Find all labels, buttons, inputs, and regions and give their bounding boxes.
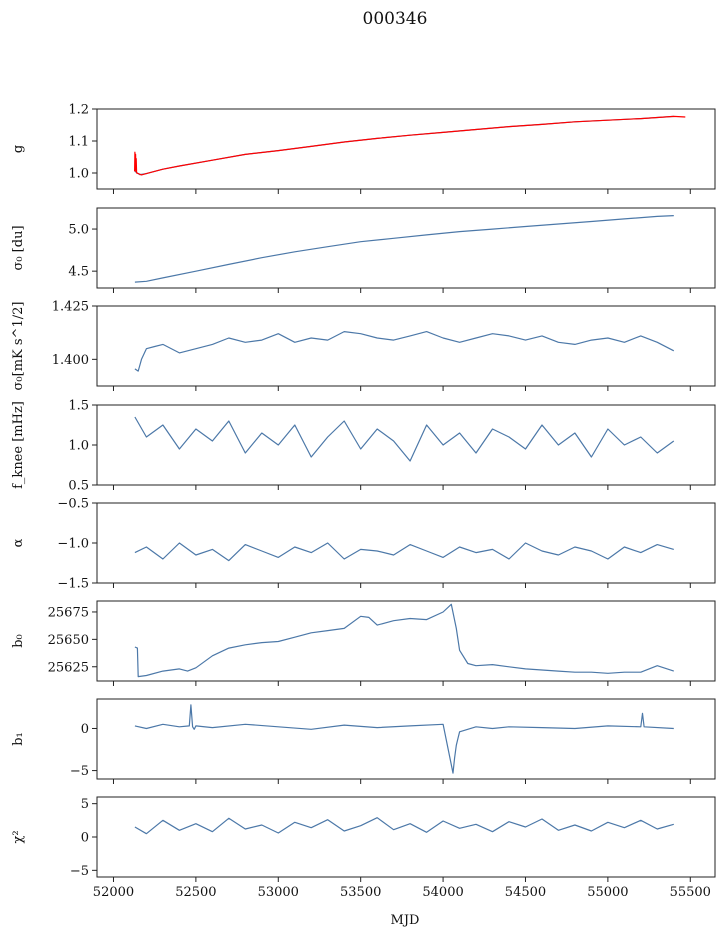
panel-8-series-1 <box>134 817 674 835</box>
panel-1-series-2 <box>134 115 686 176</box>
panel-3-series-1 <box>134 331 675 372</box>
panel-4-y-label: f_knee [mHz] <box>11 401 26 489</box>
x-tick-label: 52000 <box>93 885 134 900</box>
y-tick-label: −1.0 <box>57 537 89 552</box>
y-tick-label: 1.400 <box>52 353 89 368</box>
panel-6-frame <box>96 600 716 682</box>
x-tick-label: 55500 <box>670 885 711 900</box>
y-tick-label: −5 <box>70 764 89 779</box>
panel-6: 25625 25650 25675 b₀ <box>11 600 716 686</box>
y-tick-label: 5.0 <box>68 223 89 238</box>
x-tick-label: 53000 <box>258 885 299 900</box>
x-tick-label: 53500 <box>340 885 381 900</box>
panel-8: −5 0 5 52000 52500 53000 53500 54000 54500 55000 5… <box>11 796 716 900</box>
figure-title: 000346 <box>363 9 428 29</box>
panel-2: 4.5 5.0 σ₀ [du] <box>11 207 716 293</box>
panel-4-series-1 <box>134 416 675 462</box>
panel-3: 1.400 1.425 σ₀[mK s^1/2] <box>11 300 716 391</box>
panel-3-y-label: σ₀[mK s^1/2] <box>11 302 26 391</box>
panel-7: −5 0 b₁ <box>11 698 716 784</box>
y-tick-label: 25675 <box>48 605 89 620</box>
panel-7-frame <box>96 698 716 780</box>
y-tick-label: 4.5 <box>68 265 89 280</box>
panel-1-series-1 <box>134 115 674 176</box>
panel-5-frame <box>96 502 716 584</box>
panel-6-y-label: b₀ <box>11 634 26 648</box>
x-tick-label: 52500 <box>175 885 216 900</box>
x-tick-label: 55000 <box>587 885 628 900</box>
y-tick-label: 1.425 <box>52 300 89 315</box>
y-tick-label: 1.2 <box>68 103 89 118</box>
panel-7-series-1 <box>134 704 674 774</box>
panel-8-frame <box>96 796 716 878</box>
y-tick-label: −0.5 <box>57 497 89 512</box>
y-tick-label: −1.5 <box>57 577 89 592</box>
panel-8-y-label: χ² <box>11 830 26 843</box>
panel-1-frame <box>96 108 716 190</box>
y-tick-label: 25650 <box>48 633 89 648</box>
y-tick-label: 1.0 <box>68 439 89 454</box>
y-tick-label: 0 <box>81 722 89 737</box>
panel-5: −1.5 −1.0 −0.5 α <box>11 497 716 592</box>
panel-6-series-1 <box>134 603 674 678</box>
y-tick-label: 5 <box>81 797 89 812</box>
panel-2-y-label: σ₀ [du] <box>11 225 26 270</box>
y-tick-label: 1.0 <box>68 167 89 182</box>
y-tick-label: 0.5 <box>68 479 89 494</box>
panel-5-series-1 <box>134 542 674 562</box>
y-tick-label: 25625 <box>48 660 89 675</box>
panels: 1.0 1.1 1.2 g 4.5 5.0 σ₀ [du] 1.400 1.425 σ₀[mK s… <box>11 103 716 900</box>
panel-3-frame <box>96 305 716 387</box>
y-tick-label: −5 <box>70 864 89 879</box>
panel-4-frame <box>96 404 716 486</box>
y-tick-label: 1.5 <box>68 399 89 414</box>
panel-1-y-label: g <box>11 145 26 153</box>
x-tick-label: 54500 <box>505 885 546 900</box>
x-tick-label: 54000 <box>422 885 463 900</box>
panel-7-y-label: b₁ <box>11 732 26 746</box>
panel-2-frame <box>96 207 716 289</box>
y-tick-label: 0 <box>81 831 89 846</box>
panel-2-series-1 <box>134 215 674 283</box>
panel-1: 1.0 1.1 1.2 g <box>11 103 716 194</box>
panel-4: 0.5 1.0 1.5 f_knee [mHz] <box>11 399 716 494</box>
x-axis-label: MJD <box>391 913 420 928</box>
panel-5-y-label: α <box>11 538 26 547</box>
y-tick-label: 1.1 <box>68 135 89 150</box>
